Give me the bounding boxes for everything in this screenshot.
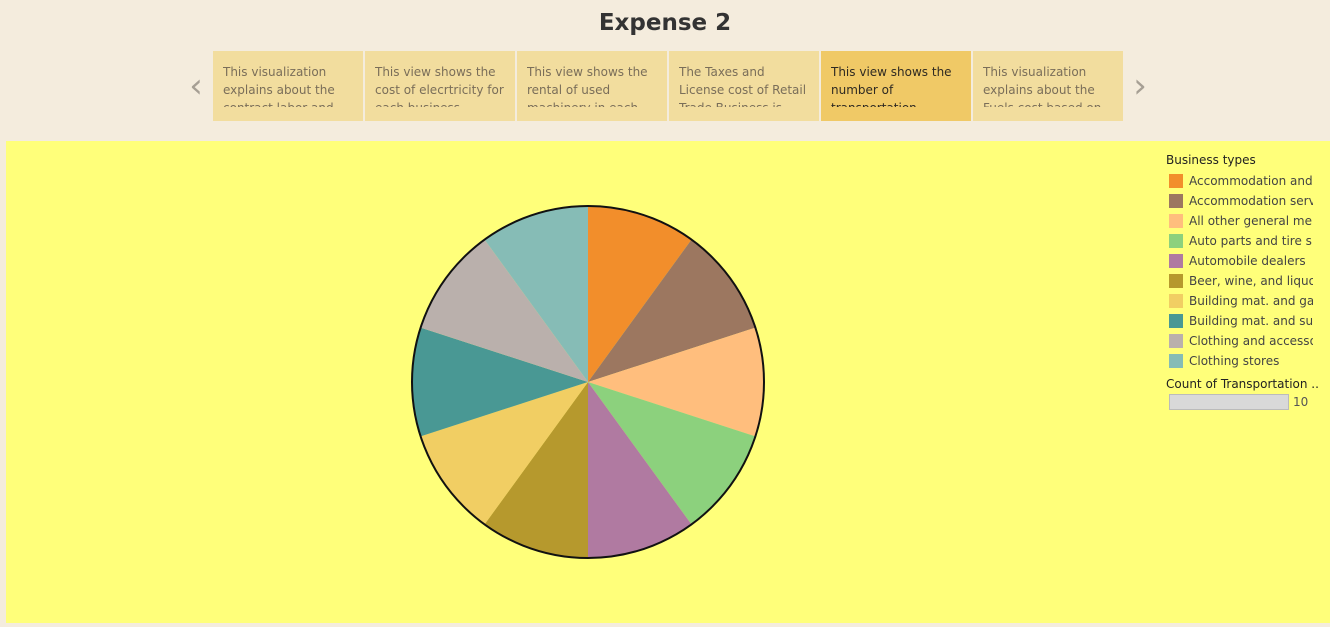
story-point-4[interactable]: The Taxes and License cost of Retail Tra… [669, 51, 819, 121]
legend-item[interactable]: Accommodation serv.. [1166, 191, 1330, 211]
story-point-3[interactable]: This view shows the rental of used machi… [517, 51, 667, 121]
legend-item[interactable]: Automobile dealers [1166, 251, 1330, 271]
story-point-text: This visualization explains about the Fu… [983, 65, 1101, 107]
size-legend-value: 10 [1293, 395, 1309, 409]
pie-chart[interactable] [6, 141, 1166, 623]
size-legend: Count of Transportation .. 10 [1166, 377, 1330, 410]
pie-slice[interactable] [588, 239, 756, 382]
legend-item[interactable]: Building mat. and ga.. [1166, 291, 1330, 311]
legend-swatch [1169, 234, 1183, 248]
pie-slice[interactable] [588, 382, 756, 525]
legend-item[interactable]: Auto parts and tire s.. [1166, 231, 1330, 251]
legend-label: Clothing and accesso.. [1189, 334, 1313, 348]
story-point-5[interactable]: This view shows the number of transporta… [821, 51, 971, 121]
size-legend-title: Count of Transportation .. [1166, 377, 1319, 391]
legend-label: Auto parts and tire s.. [1189, 234, 1313, 248]
legend-item[interactable]: Clothing stores [1166, 351, 1330, 371]
story-point-text: This view shows the number of transporta… [831, 65, 952, 107]
legend-label: Accommodation serv.. [1189, 194, 1313, 208]
story-point-2[interactable]: This view shows the cost of elecrtricity… [365, 51, 515, 121]
story-point-text: This view shows the cost of elecrtricity… [375, 65, 504, 107]
size-legend-row: 10 [1166, 394, 1330, 410]
chevron-left-icon[interactable]: ‹ [189, 66, 203, 106]
pie-outline [411, 205, 765, 559]
legend-item[interactable]: Clothing and accesso.. [1166, 331, 1330, 351]
pie-slice[interactable] [588, 206, 692, 382]
legend-item[interactable]: All other general me.. [1166, 211, 1330, 231]
legend-swatch [1169, 194, 1183, 208]
pie-slice[interactable] [484, 206, 588, 382]
legend-swatch [1169, 314, 1183, 328]
legend-label: Building mat. and ga.. [1189, 294, 1313, 308]
legend-label: Clothing stores [1189, 354, 1280, 368]
chevron-right-icon[interactable]: › [1133, 66, 1147, 106]
legend-label: All other general me.. [1189, 214, 1313, 228]
legend-title: Business types [1166, 153, 1256, 167]
story-point-text: The Taxes and License cost of Retail Tra… [679, 65, 807, 107]
pie-slice[interactable] [412, 327, 588, 437]
pie-slice[interactable] [588, 382, 692, 558]
story-point-text: This visualization explains about the co… [223, 65, 335, 107]
story-point-strip: This visualization explains about the co… [213, 51, 1123, 121]
pie-slice[interactable] [484, 382, 588, 558]
color-legend: Business types Accommodation and .. Accom… [1166, 153, 1330, 410]
story-point-text: This view shows the rental of used machi… [527, 65, 648, 107]
legend-item[interactable]: Building mat. and su.. [1166, 311, 1330, 331]
legend-label: Beer, wine, and liquo.. [1189, 274, 1313, 288]
size-legend-bar [1169, 394, 1289, 410]
legend-swatch [1169, 334, 1183, 348]
legend-swatch [1169, 174, 1183, 188]
legend-item[interactable]: Beer, wine, and liquo.. [1166, 271, 1330, 291]
story-title: Expense 2 [598, 10, 732, 36]
legend-swatch [1169, 294, 1183, 308]
legend-swatch [1169, 214, 1183, 228]
pie-slice[interactable] [420, 239, 588, 382]
legend-items: Accommodation and .. Accommodation serv..… [1166, 171, 1330, 371]
legend-label: Automobile dealers [1189, 254, 1306, 268]
legend-label: Building mat. and su.. [1189, 314, 1313, 328]
legend-swatch [1169, 254, 1183, 268]
legend-label: Accommodation and .. [1189, 174, 1313, 188]
story-point-1[interactable]: This visualization explains about the co… [213, 51, 363, 121]
story-point-6[interactable]: This visualization explains about the Fu… [973, 51, 1123, 121]
pie-slice[interactable] [420, 382, 588, 525]
legend-swatch [1169, 354, 1183, 368]
dashboard-area: Business types Accommodation and .. Accom… [6, 141, 1330, 623]
legend-item[interactable]: Accommodation and .. [1166, 171, 1330, 191]
pie-slice[interactable] [588, 327, 764, 437]
legend-swatch [1169, 274, 1183, 288]
